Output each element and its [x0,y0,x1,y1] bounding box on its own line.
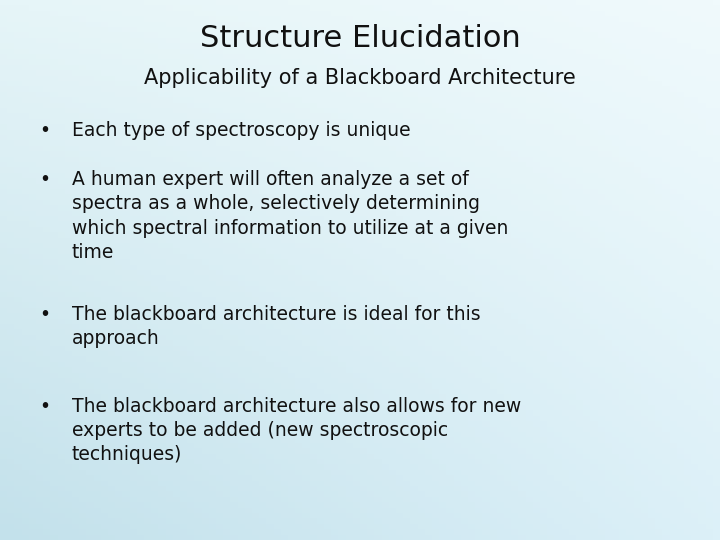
Text: The blackboard architecture is ideal for this
approach: The blackboard architecture is ideal for… [72,305,481,348]
Text: The blackboard architecture also allows for new
experts to be added (new spectro: The blackboard architecture also allows … [72,397,521,464]
Text: Applicability of a Blackboard Architecture: Applicability of a Blackboard Architectu… [144,68,576,87]
Text: Each type of spectroscopy is unique: Each type of spectroscopy is unique [72,122,410,140]
Text: •: • [40,122,50,140]
Text: •: • [40,170,50,189]
Text: •: • [40,305,50,324]
Text: •: • [40,397,50,416]
Text: A human expert will often analyze a set of
spectra as a whole, selectively deter: A human expert will often analyze a set … [72,170,508,262]
Text: Structure Elucidation: Structure Elucidation [199,24,521,53]
